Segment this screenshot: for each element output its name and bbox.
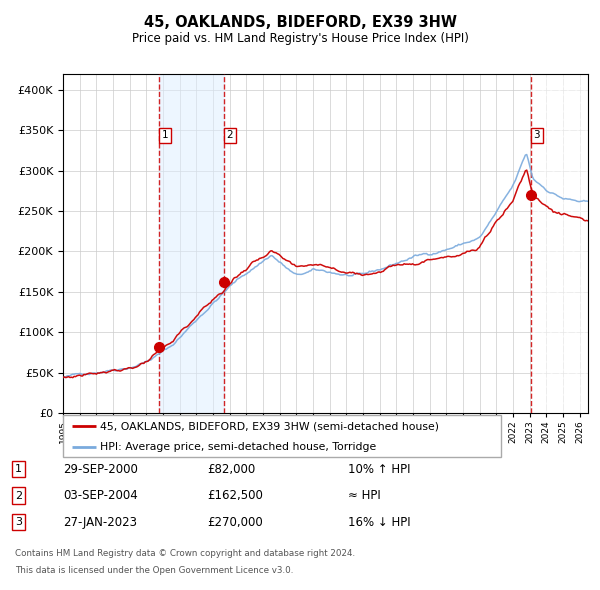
Text: This data is licensed under the Open Government Licence v3.0.: This data is licensed under the Open Gov…	[15, 566, 293, 575]
Text: 2: 2	[227, 130, 233, 140]
Text: 16% ↓ HPI: 16% ↓ HPI	[348, 516, 410, 529]
Text: 3: 3	[15, 517, 22, 527]
Text: 2: 2	[15, 491, 22, 500]
Text: £82,000: £82,000	[207, 463, 255, 476]
Text: 29-SEP-2000: 29-SEP-2000	[63, 463, 138, 476]
Text: Contains HM Land Registry data © Crown copyright and database right 2024.: Contains HM Land Registry data © Crown c…	[15, 549, 355, 558]
Text: 10% ↑ HPI: 10% ↑ HPI	[348, 463, 410, 476]
Text: 45, OAKLANDS, BIDEFORD, EX39 3HW (semi-detached house): 45, OAKLANDS, BIDEFORD, EX39 3HW (semi-d…	[100, 421, 439, 431]
Text: 45, OAKLANDS, BIDEFORD, EX39 3HW: 45, OAKLANDS, BIDEFORD, EX39 3HW	[143, 15, 457, 30]
Bar	[159, 74, 224, 413]
FancyBboxPatch shape	[63, 415, 501, 457]
Text: 1: 1	[161, 130, 168, 140]
Text: ≈ HPI: ≈ HPI	[348, 489, 381, 502]
Bar	[531, 74, 588, 413]
Text: 3: 3	[533, 130, 540, 140]
Text: HPI: Average price, semi-detached house, Torridge: HPI: Average price, semi-detached house,…	[100, 442, 376, 451]
Text: 03-SEP-2004: 03-SEP-2004	[63, 489, 138, 502]
Text: £162,500: £162,500	[207, 489, 263, 502]
Text: 1: 1	[15, 464, 22, 474]
Text: Price paid vs. HM Land Registry's House Price Index (HPI): Price paid vs. HM Land Registry's House …	[131, 32, 469, 45]
Text: 27-JAN-2023: 27-JAN-2023	[63, 516, 137, 529]
Text: £270,000: £270,000	[207, 516, 263, 529]
